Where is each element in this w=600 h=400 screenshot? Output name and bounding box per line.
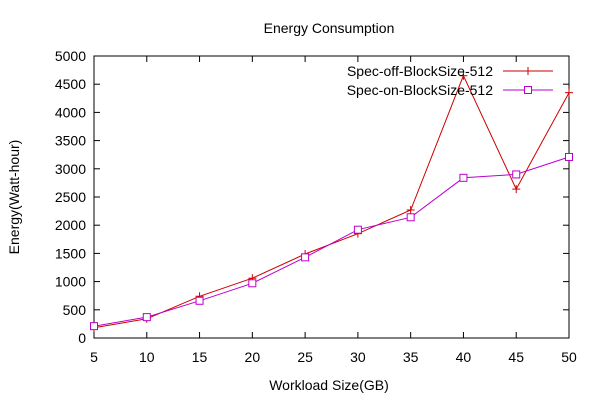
series-2-point [301, 253, 310, 262]
y-axis-label: Energy(Watt-hour) [6, 140, 22, 255]
y-tick-label: 2500 [55, 189, 86, 205]
y-tick-label: 3000 [55, 161, 86, 177]
legend-marker-2 [524, 86, 532, 94]
x-tick-label: 50 [561, 349, 577, 365]
y-tick-label: 1500 [55, 245, 86, 261]
x-tick-label: 20 [245, 349, 261, 365]
series-2-point [142, 313, 151, 322]
y-tick-label: 0 [78, 330, 86, 346]
x-tick-label: 15 [192, 349, 208, 365]
axis-ticks: 0 500 1000 1500 2000 2500 3000 3500 4000 4500 5000… [55, 48, 577, 365]
series-2-point [406, 213, 415, 222]
series-lines [90, 71, 573, 332]
x-tick-label: 25 [297, 349, 313, 365]
series-2-point [353, 225, 362, 234]
series-1-point [512, 185, 521, 194]
series-1-point [459, 71, 468, 80]
series-2-point [195, 296, 204, 305]
x-tick-label: 45 [508, 349, 524, 365]
y-tick-label: 1000 [55, 274, 86, 290]
chart-title: Energy Consumption [264, 20, 395, 36]
series-2-point [512, 170, 521, 179]
x-tick-label: 40 [456, 349, 472, 365]
series-2-point [248, 279, 257, 288]
legend-label-2: Spec-on-BlockSize-512 [347, 82, 494, 98]
y-tick-label: 500 [63, 302, 87, 318]
legend-marker-1 [524, 67, 532, 75]
x-tick-label: 35 [403, 349, 419, 365]
x-tick-label: 5 [90, 349, 98, 365]
series-line-2 [93, 156, 570, 327]
x-tick-label: 10 [139, 349, 155, 365]
series-line-1 [93, 74, 570, 329]
series-1-point [406, 205, 415, 214]
series-2-point [565, 152, 573, 161]
x-axis-label: Workload Size(GB) [269, 377, 389, 393]
y-tick-label: 2000 [55, 217, 86, 233]
y-tick-label: 4000 [55, 104, 86, 120]
y-tick-label: 4500 [55, 76, 86, 92]
series-2-point [459, 173, 468, 182]
legend-label-1: Spec-off-BlockSize-512 [347, 63, 493, 79]
x-tick-label: 30 [350, 349, 366, 365]
legend: Spec-off-BlockSize-512 Spec-on-BlockSize-… [347, 63, 553, 98]
series-2-point [90, 322, 98, 331]
series-1-point [565, 88, 573, 97]
y-tick-label: 5000 [55, 48, 86, 64]
plot-frame [93, 55, 570, 339]
y-tick-label: 3500 [55, 133, 86, 149]
